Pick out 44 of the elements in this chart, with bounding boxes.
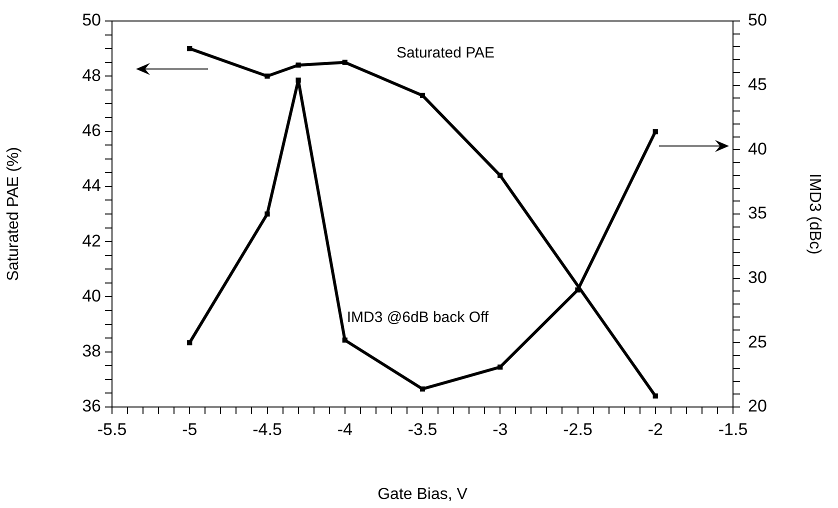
point xyxy=(420,386,426,392)
series-label: IMD3 @6dB back Off xyxy=(346,309,490,326)
point xyxy=(575,287,580,292)
y-tick-label: 48 xyxy=(82,66,101,85)
y2-tick-label: 35 xyxy=(748,204,767,223)
x-tick-label: -3 xyxy=(492,420,508,439)
y2-tick-label: 20 xyxy=(748,396,767,416)
y-tick-label: 46 xyxy=(82,120,101,140)
point xyxy=(652,129,658,134)
y2-tick-label: 30 xyxy=(748,268,767,288)
y2-axis-title: IMD3 (dBc) xyxy=(806,174,823,254)
x-tick-label: -2.5 xyxy=(563,420,592,439)
x-tick-label: -1.5 xyxy=(718,420,748,439)
x-tick-label: -4.5 xyxy=(252,420,282,439)
y-tick-label: 36 xyxy=(82,396,101,416)
x-tick-label: -5.5 xyxy=(97,420,127,439)
x-tick-label: -3.5 xyxy=(408,420,438,439)
series-label: Saturated PAE xyxy=(396,44,495,62)
y2-tick-label: 45 xyxy=(748,75,767,94)
y-tick-label: 38 xyxy=(82,342,101,361)
point xyxy=(342,60,348,65)
y-tick-label: 42 xyxy=(82,231,101,250)
x-tick-label: -2 xyxy=(648,420,663,439)
y2-tick-label: 40 xyxy=(748,139,767,158)
y2-tick-label: 25 xyxy=(748,332,767,352)
point xyxy=(420,92,426,98)
y-tick-label: 50 xyxy=(82,10,101,30)
y2-tick-label: 50 xyxy=(748,10,767,30)
point xyxy=(498,172,503,178)
x-axis-title: Gate Bias, V xyxy=(378,486,468,503)
x-tick-label: -5 xyxy=(182,420,198,439)
point xyxy=(264,74,270,79)
point xyxy=(498,364,503,370)
point xyxy=(296,62,301,68)
point xyxy=(187,340,192,346)
y-axis-title: Saturated PAE (%) xyxy=(5,147,22,281)
point xyxy=(652,393,658,399)
y-tick-label: 44 xyxy=(82,176,101,196)
y-tick-label: 40 xyxy=(82,286,101,306)
point xyxy=(342,338,348,343)
point xyxy=(264,211,270,217)
x-tick-label: -4 xyxy=(337,420,352,439)
point xyxy=(296,78,301,83)
point xyxy=(187,46,192,52)
